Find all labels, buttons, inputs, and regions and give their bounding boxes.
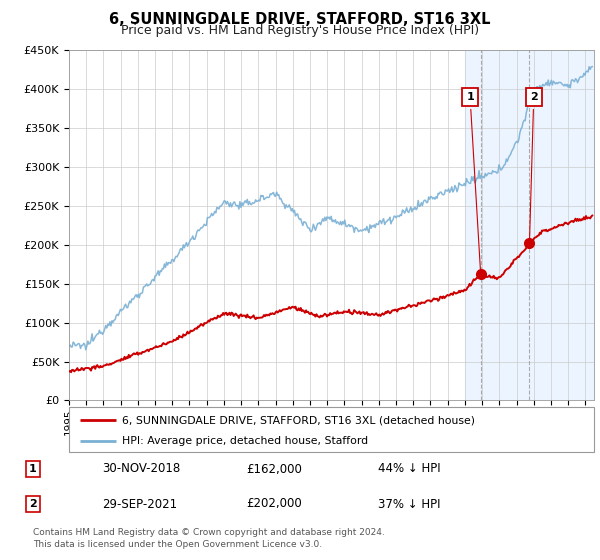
Text: 44% ↓ HPI: 44% ↓ HPI [378,463,440,475]
FancyBboxPatch shape [69,407,594,452]
Text: 29-SEP-2021: 29-SEP-2021 [102,497,177,511]
Text: 1: 1 [29,464,37,474]
Text: £162,000: £162,000 [246,463,302,475]
Text: 2: 2 [530,92,538,240]
Text: 37% ↓ HPI: 37% ↓ HPI [378,497,440,511]
Text: 6, SUNNINGDALE DRIVE, STAFFORD, ST16 3XL (detached house): 6, SUNNINGDALE DRIVE, STAFFORD, ST16 3XL… [121,416,475,426]
Text: 1: 1 [466,92,481,272]
Text: £202,000: £202,000 [246,497,302,511]
Text: Contains HM Land Registry data © Crown copyright and database right 2024.
This d: Contains HM Land Registry data © Crown c… [33,528,385,549]
Bar [465,50,594,400]
Text: 6, SUNNINGDALE DRIVE, STAFFORD, ST16 3XL: 6, SUNNINGDALE DRIVE, STAFFORD, ST16 3XL [109,12,491,27]
Text: 30-NOV-2018: 30-NOV-2018 [102,463,180,475]
Text: Price paid vs. HM Land Registry's House Price Index (HPI): Price paid vs. HM Land Registry's House … [121,24,479,37]
Text: 2: 2 [29,499,37,509]
Text: HPI: Average price, detached house, Stafford: HPI: Average price, detached house, Staf… [121,436,368,446]
